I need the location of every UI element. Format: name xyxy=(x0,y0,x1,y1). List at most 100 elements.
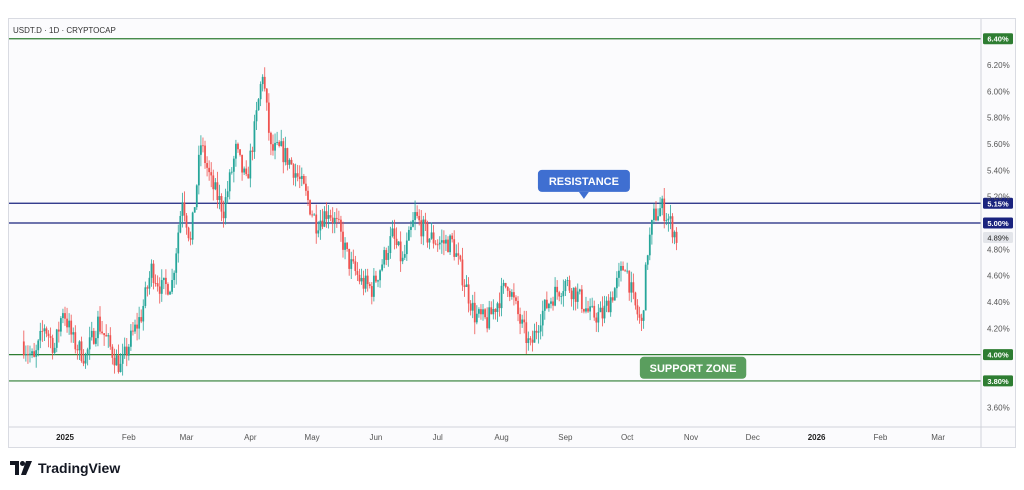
candle-body xyxy=(257,99,260,111)
candle-body xyxy=(272,144,274,151)
y-tick-label: 3.60% xyxy=(987,403,1010,412)
candle-body xyxy=(467,284,470,304)
candle-body xyxy=(325,211,328,219)
callout-pointer xyxy=(578,191,589,199)
candle-body xyxy=(424,219,427,224)
level-tag-label: 4.00% xyxy=(987,351,1009,360)
last-price-label: 4.89% xyxy=(987,233,1009,242)
candle-body xyxy=(107,335,110,337)
candle-body xyxy=(428,238,431,243)
candle-body xyxy=(302,175,305,184)
candle-body xyxy=(183,202,186,216)
candle-body xyxy=(659,208,662,217)
candle-body xyxy=(449,235,451,253)
chart-panel[interactable]: 6.40% 5.15% 5.00% 4.00% 3.80% 4.89% RESISTANC… xyxy=(8,18,1016,448)
candle-body xyxy=(587,308,589,312)
candle-body xyxy=(154,282,157,284)
candle-body xyxy=(442,240,445,244)
candle-body xyxy=(461,259,464,286)
x-tick-label: Nov xyxy=(684,433,698,442)
candle-body xyxy=(508,290,511,297)
candle-body xyxy=(545,299,548,309)
candle-body xyxy=(286,148,289,165)
candle-body xyxy=(537,331,540,333)
candle-body xyxy=(377,280,379,282)
candlestick-chart[interactable]: 6.40% 5.15% 5.00% 4.00% 3.80% 4.89% RESISTANC… xyxy=(9,19,1015,447)
candle-body xyxy=(399,241,402,262)
candle-body xyxy=(280,141,283,146)
candle-body xyxy=(457,253,460,256)
candle-body xyxy=(513,292,515,298)
x-tick-label: May xyxy=(305,433,320,442)
candle-body xyxy=(389,236,392,254)
candle-body xyxy=(117,355,120,373)
level-tag xyxy=(983,375,1013,387)
candle-body xyxy=(64,313,66,319)
candle-body xyxy=(74,332,77,350)
candle-body xyxy=(492,308,495,315)
candle-body xyxy=(208,167,211,173)
candle-body xyxy=(667,218,670,221)
candle-body xyxy=(187,227,190,239)
candle-body xyxy=(523,319,526,323)
candle-body xyxy=(636,305,639,315)
x-tick-label: Feb xyxy=(874,433,888,442)
candle-body xyxy=(218,196,221,200)
candle-body xyxy=(288,159,291,165)
candle-body xyxy=(24,354,27,356)
candle-body xyxy=(321,220,324,227)
candle-body xyxy=(255,110,258,122)
candle-body xyxy=(599,307,602,313)
last-price-tag xyxy=(983,231,1013,243)
candle-body xyxy=(298,176,301,179)
candle-body xyxy=(570,290,573,300)
candle-body xyxy=(49,336,52,338)
x-tick-label: 2025 xyxy=(56,433,74,442)
y-tick-label: 4.80% xyxy=(987,245,1010,254)
candle-body xyxy=(111,346,114,358)
candle-body xyxy=(216,182,219,200)
candle-body xyxy=(193,207,196,213)
candle-body xyxy=(235,143,237,159)
candle-body xyxy=(618,270,620,278)
candle-body xyxy=(212,175,215,190)
candle-body xyxy=(352,259,355,262)
candle-body xyxy=(539,325,542,332)
candle-body xyxy=(671,216,674,238)
y-tick-label: 5.60% xyxy=(987,140,1010,149)
candle-body xyxy=(624,270,627,272)
candle-body xyxy=(346,242,349,249)
y-tick-label: 5.20% xyxy=(987,193,1010,202)
candle-body xyxy=(78,341,81,351)
candle-body xyxy=(132,330,134,332)
candle-body xyxy=(47,333,50,337)
candle-body xyxy=(432,232,435,244)
callout-box xyxy=(537,169,630,192)
candle-body xyxy=(305,183,307,191)
candle-body xyxy=(200,145,202,155)
candle-body xyxy=(605,300,608,306)
candle-body xyxy=(566,280,569,281)
candle-body xyxy=(488,307,491,329)
candle-body xyxy=(185,215,188,228)
candle-body xyxy=(179,215,182,233)
x-tick-label: Dec xyxy=(746,433,760,442)
candle-body xyxy=(535,330,538,333)
callout-label: RESISTANCE xyxy=(549,176,619,188)
candle-body xyxy=(655,208,657,221)
brand[interactable]: TradingView xyxy=(10,460,120,476)
level-tag-label: 5.00% xyxy=(987,219,1009,228)
candle-body xyxy=(459,255,462,260)
candle-body xyxy=(595,317,598,323)
candle-body xyxy=(152,263,155,283)
candle-body xyxy=(473,302,476,323)
candle-body xyxy=(125,346,128,356)
candle-body xyxy=(270,132,272,145)
candle-body xyxy=(387,253,390,260)
level-tag xyxy=(983,349,1013,361)
candle-body xyxy=(663,198,666,221)
candle-body xyxy=(383,250,386,265)
candle-body xyxy=(245,168,248,175)
candle-body xyxy=(471,302,474,311)
candle-body xyxy=(113,357,116,366)
